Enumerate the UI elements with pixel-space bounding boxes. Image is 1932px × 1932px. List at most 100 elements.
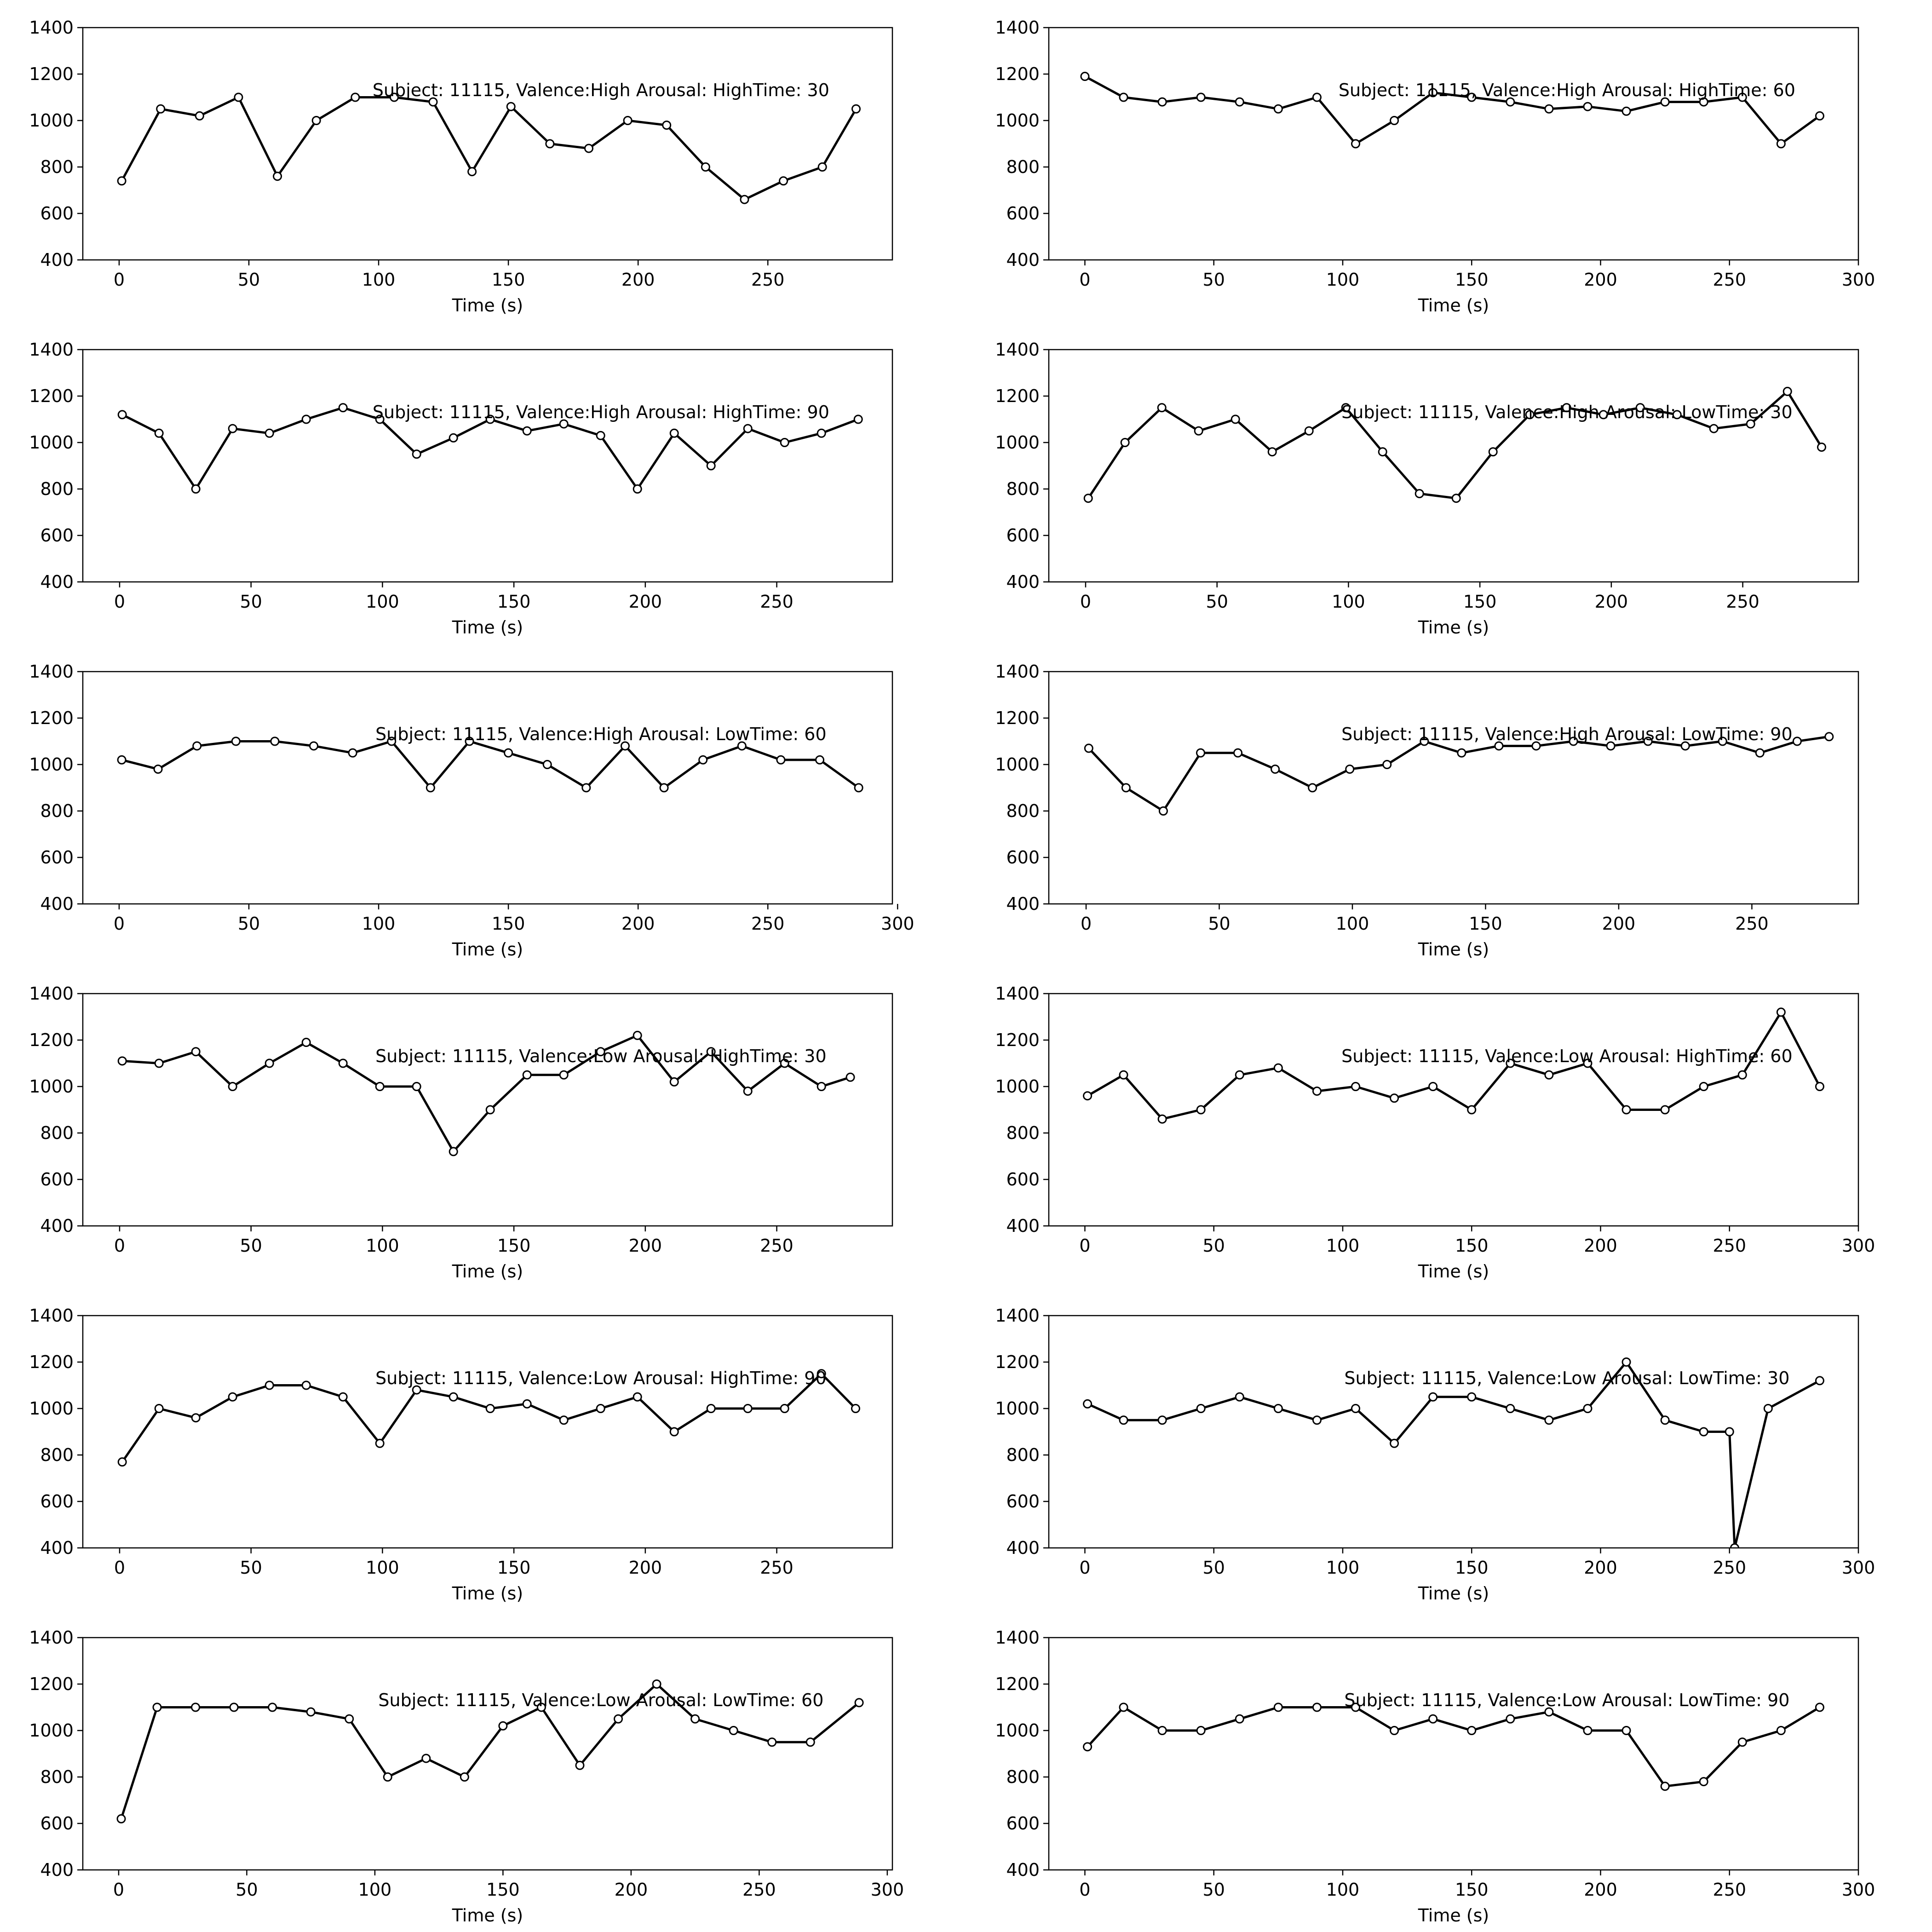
data-point	[1680, 741, 1690, 751]
data-point	[1562, 403, 1571, 413]
data-point	[383, 1772, 392, 1782]
data-point	[231, 736, 241, 746]
data-point	[1390, 1726, 1399, 1735]
data-point	[1382, 760, 1392, 769]
data-point	[375, 1082, 385, 1091]
panel-title: Subject: 11115, Valence:Low Arousal: Low…	[1344, 1368, 1789, 1388]
x-tick-label: 0	[1079, 1880, 1090, 1900]
x-tick-label: 0	[1080, 592, 1091, 612]
data-point	[1351, 1082, 1361, 1091]
panel-12: 400 600 800 1000 1200 1400 0 50 100 150 200 250 300 T…	[995, 1627, 1875, 1926]
y-tick-label: 1000	[995, 754, 1040, 775]
data-point	[662, 121, 672, 130]
data-point	[1776, 139, 1786, 149]
y-tick-label: 800	[1006, 479, 1040, 499]
plot-frame	[82, 1315, 893, 1549]
data-point	[1083, 1399, 1092, 1409]
data-point	[851, 1404, 860, 1413]
data-point	[1730, 1543, 1739, 1548]
panel-title: Subject: 11115, Valence:Low Arousal: Low…	[1344, 1690, 1789, 1710]
data-point	[559, 1070, 569, 1080]
y-tick-label: 1200	[995, 386, 1040, 406]
data-point	[779, 176, 788, 186]
data-point	[448, 1392, 458, 1402]
data-point	[1763, 1404, 1773, 1413]
x-tick-label: 100	[362, 914, 396, 934]
data-point	[412, 449, 421, 459]
data-point	[1782, 386, 1792, 396]
data-point	[854, 1698, 864, 1708]
y-tick-label: 1400	[995, 1305, 1040, 1326]
data-point	[1420, 736, 1429, 746]
data-point	[338, 403, 348, 413]
data-point	[614, 1714, 623, 1724]
data-point	[1196, 1726, 1206, 1735]
data-point	[301, 1380, 311, 1390]
data-point	[767, 1737, 777, 1747]
data-point	[596, 1404, 605, 1413]
data-point	[815, 755, 825, 765]
x-tick-label: 150	[497, 592, 531, 612]
data-point	[428, 97, 438, 107]
x-tick-label: 100	[362, 270, 396, 290]
data-point	[412, 1082, 421, 1091]
data-point	[669, 1077, 679, 1087]
data-point	[1157, 403, 1167, 413]
data-point	[1157, 1114, 1167, 1124]
x-tick-label: 200	[1584, 1558, 1617, 1578]
data-point	[1390, 1438, 1399, 1448]
data-point	[632, 1030, 642, 1040]
y-tick-label: 600	[40, 1813, 74, 1834]
data-point	[701, 162, 710, 172]
panel-title: Subject: 11115, Valence:High Arousal: Hi…	[1339, 80, 1795, 100]
data-point	[506, 102, 516, 111]
x-tick-label: 150	[1455, 1880, 1489, 1900]
x-tick-label: 250	[1713, 1236, 1746, 1256]
y-tick-label: 1200	[995, 1030, 1040, 1050]
data-point	[309, 741, 319, 751]
data-point	[669, 428, 679, 438]
data-point	[1531, 741, 1541, 751]
x-tick-label: 150	[1455, 1558, 1489, 1578]
data-point	[1506, 1058, 1515, 1068]
x-tick-label: 50	[1203, 1880, 1225, 1900]
data-point	[1467, 1392, 1477, 1402]
plot-frame	[1048, 349, 1859, 583]
x-tick-label: 250	[1735, 914, 1769, 934]
x-tick-label: 250	[1713, 270, 1746, 290]
x-tick-label: 250	[1713, 1880, 1746, 1900]
x-tick-label: 250	[1713, 1558, 1746, 1578]
x-tick-label: 200	[629, 592, 662, 612]
data-point	[1120, 438, 1130, 447]
data-point	[1583, 102, 1593, 111]
data-point	[542, 760, 552, 769]
data-point	[559, 1415, 569, 1425]
data-point	[536, 1702, 546, 1712]
series-line	[121, 96, 857, 201]
data-point	[776, 755, 786, 765]
y-tick-label: 1000	[29, 1398, 74, 1419]
data-point	[301, 414, 311, 424]
data-point	[1506, 1714, 1515, 1724]
data-point	[465, 736, 474, 746]
x-tick-label: 300	[871, 1880, 904, 1900]
x-tick-label: 150	[1463, 592, 1497, 612]
y-tick-label: 1200	[995, 64, 1040, 84]
data-point	[623, 116, 632, 125]
data-point	[620, 741, 630, 751]
x-tick-label: 200	[621, 914, 655, 934]
data-point	[504, 748, 513, 758]
data-point	[1308, 783, 1317, 793]
x-tick-label: 50	[238, 914, 260, 934]
y-tick-label: 1400	[29, 339, 74, 360]
x-tick-label: 250	[751, 914, 785, 934]
data-point	[1267, 447, 1277, 457]
data-point	[1304, 426, 1314, 436]
data-point	[1737, 1737, 1747, 1747]
data-point	[1196, 92, 1206, 102]
x-tick-label: 250	[760, 1558, 794, 1578]
plot-frame	[1048, 1637, 1859, 1871]
x-tick-label: 0	[114, 592, 125, 612]
panel-8: 400 600 800 1000 1200 1400 0 50 100 150 200 250 300 T…	[995, 983, 1875, 1282]
y-tick-label: 1200	[995, 1352, 1040, 1372]
